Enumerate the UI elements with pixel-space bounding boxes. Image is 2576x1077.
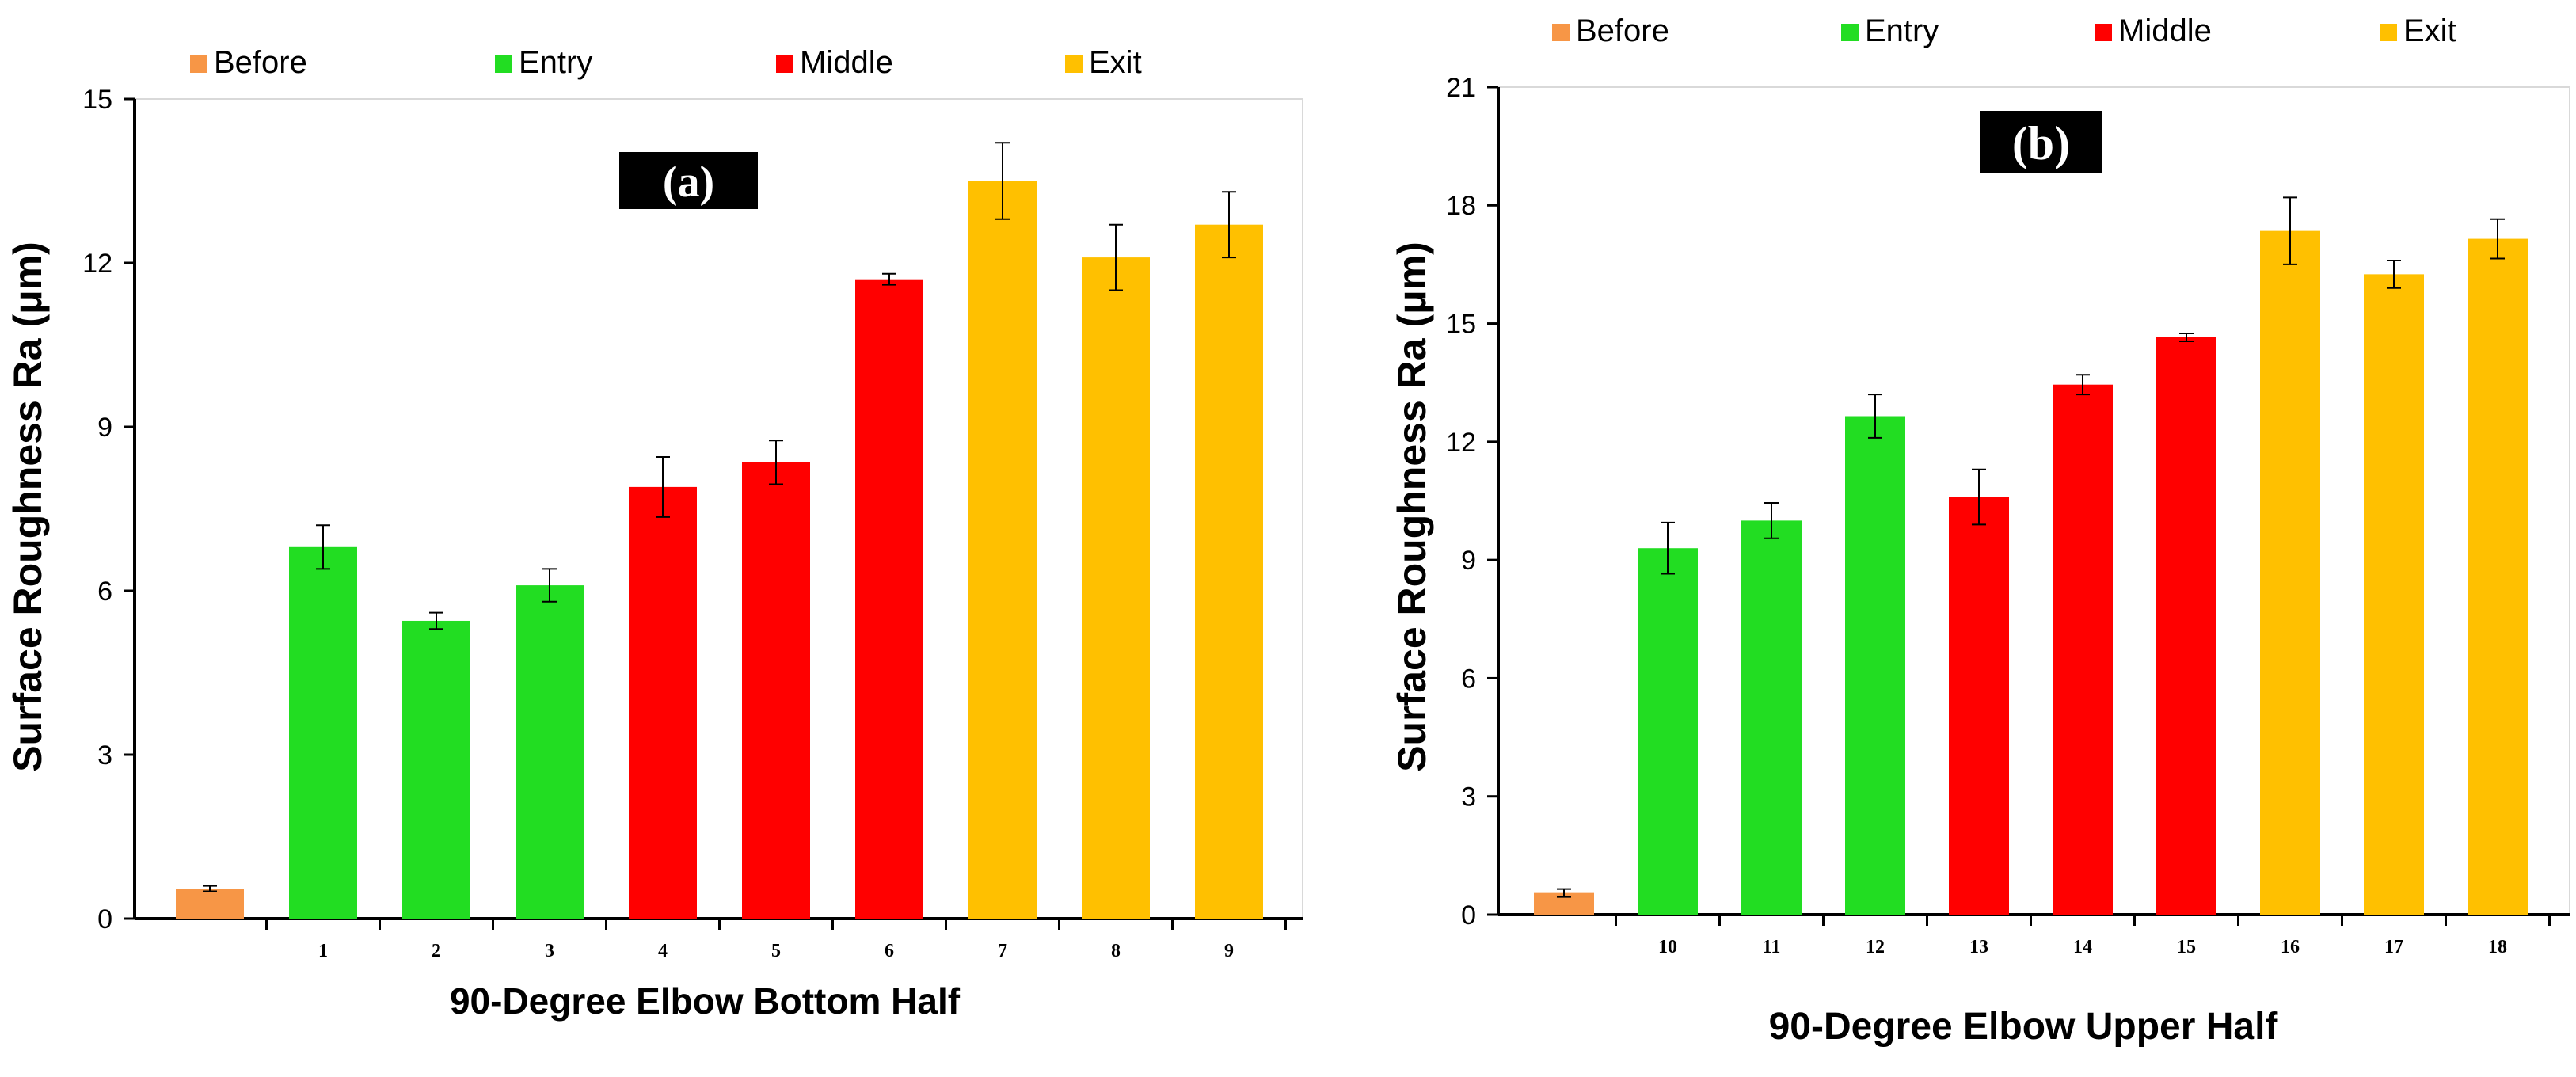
x-tick-label: 3 <box>545 941 554 961</box>
legend-label-middle: Middle <box>800 45 893 80</box>
bar-16 <box>2260 230 2320 915</box>
legend-swatch-exit <box>2380 24 2397 41</box>
bar-9 <box>1195 224 1263 919</box>
legend-label-exit: Exit <box>2403 13 2456 48</box>
x-tick-label: 7 <box>998 941 1007 961</box>
chart-b-svg: 0 3 6 9 12 15 18 21 10 11 12 13 14 15 16 17 18 Before Entr… <box>1390 13 2570 1048</box>
bar-3 <box>516 585 584 919</box>
bar-5 <box>742 462 810 919</box>
y-tick-label: 0 <box>97 904 112 934</box>
x-tick-label: 18 <box>2488 937 2507 957</box>
legend-label-exit: Exit <box>1089 45 1142 80</box>
y-tick-label: 12 <box>1446 428 1476 458</box>
y-tick-label: 9 <box>1461 546 1476 576</box>
x-tick-label: 9 <box>1224 941 1234 961</box>
legend-swatch-middle <box>776 55 793 73</box>
bar-12 <box>1845 416 1905 915</box>
legend-label-entry: Entry <box>1865 13 1939 48</box>
bar-14 <box>2053 384 2113 915</box>
x-tick-label: 11 <box>1763 937 1781 957</box>
panel-tag-box <box>1980 111 2102 173</box>
x-tick-label: 4 <box>658 941 668 961</box>
bar-7 <box>968 181 1037 919</box>
legend-swatch-before <box>1552 24 1570 41</box>
bar-1 <box>289 546 357 919</box>
bar-10 <box>1638 548 1698 915</box>
x-tick-label: 16 <box>2281 937 2300 957</box>
legend-swatch-middle <box>2095 24 2112 41</box>
chart-panel-b: 0 3 6 9 12 15 18 21 10 11 12 13 14 15 16 17 18 Before Entr… <box>1346 0 2576 1077</box>
bar-2 <box>402 620 470 919</box>
y-tick-label: 15 <box>1446 309 1476 339</box>
bar-18 <box>2468 238 2528 915</box>
y-tick-label: 15 <box>82 85 112 115</box>
y-tick-label: 6 <box>1461 664 1476 694</box>
legend-swatch-before <box>190 55 207 73</box>
bar-11 <box>1741 520 1802 915</box>
legend-label-before: Before <box>214 45 307 80</box>
bar-before <box>176 889 244 919</box>
chart-panel-a: 0 3 6 9 12 15 1 2 3 4 5 6 7 8 9 Before Entry Middle Exit (a… <box>6 45 1303 1022</box>
x-tick-label: 17 <box>2384 937 2403 957</box>
legend-label-entry: Entry <box>519 45 592 80</box>
y-tick-label: 21 <box>1446 73 1476 103</box>
legend-swatch-entry <box>1841 24 1859 41</box>
y-tick-label: 3 <box>1461 782 1476 813</box>
x-axis-title: 90-Degree Elbow Bottom Half <box>450 980 961 1022</box>
y-axis-title: Surface Roughness Ra (μm) <box>6 242 50 772</box>
legend-label-before: Before <box>1576 13 1669 48</box>
x-tick-label: 1 <box>318 941 328 961</box>
y-tick-label: 6 <box>97 577 112 607</box>
panel-tag-label: (a) <box>663 158 714 207</box>
x-tick-label: 10 <box>1658 937 1677 957</box>
bar-15 <box>2156 337 2216 915</box>
x-axis-title: 90-Degree Elbow Upper Half <box>1769 1006 2279 1048</box>
x-tick-label: 13 <box>1969 937 1988 957</box>
y-tick-label: 12 <box>82 249 112 279</box>
bar-6 <box>855 279 923 919</box>
legend-swatch-entry <box>495 55 512 73</box>
y-axis-title: Surface Roughness Ra (μm) <box>1390 242 1434 772</box>
panel-tag-box <box>619 152 758 209</box>
x-tick-label: 14 <box>2073 937 2092 957</box>
panel-tag-label: (b) <box>2012 117 2070 169</box>
x-tick-label: 8 <box>1111 941 1121 961</box>
x-tick-label: 2 <box>432 941 441 961</box>
x-tick-label: 5 <box>771 941 781 961</box>
legend-swatch-exit <box>1065 55 1083 73</box>
bar-13 <box>1949 497 2009 915</box>
legend-label-middle: Middle <box>2118 13 2212 48</box>
x-tick-label: 6 <box>885 941 894 961</box>
x-tick-label: 15 <box>2177 937 2196 957</box>
y-tick-label: 18 <box>1446 191 1476 221</box>
y-tick-label: 9 <box>97 413 112 443</box>
bar-4 <box>629 486 697 919</box>
bar-8 <box>1082 257 1150 919</box>
y-tick-label: 0 <box>1461 900 1476 930</box>
bar-17 <box>2364 274 2424 915</box>
y-tick-label: 3 <box>97 740 112 771</box>
x-tick-label: 12 <box>1866 937 1885 957</box>
